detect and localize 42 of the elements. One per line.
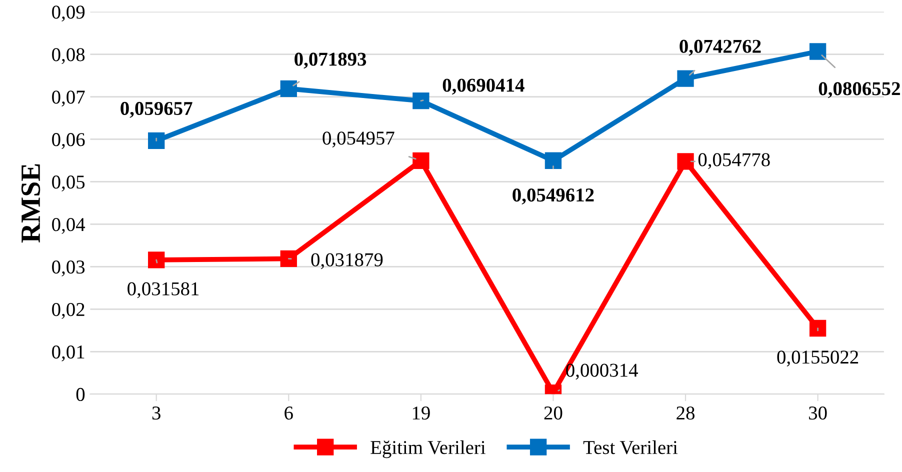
x-tick-label: 3 [152, 406, 160, 420]
y-tick-label: 0,04 [52, 218, 86, 234]
point [677, 153, 694, 170]
y-tick-label: 0,03 [52, 260, 85, 276]
y-tick-label: 0,08 [52, 48, 85, 64]
point [809, 43, 826, 60]
y-tick-label: 0,05 [52, 176, 85, 192]
y-tick-label: 0,07 [52, 90, 85, 106]
x-tick-label: 6 [284, 406, 293, 420]
data-label: 0,0549612 [512, 188, 594, 204]
x-tick-label: 20 [544, 406, 562, 420]
point [677, 70, 694, 87]
point [412, 152, 430, 169]
data-label: 0,0742762 [680, 40, 761, 56]
point [148, 252, 165, 268]
data-label: 0,054778 [698, 153, 770, 170]
point [148, 132, 165, 150]
data-label: 0,0690414 [442, 78, 524, 95]
data-label: 0,054957 [322, 132, 394, 148]
x-tick-label: 19 [412, 406, 430, 420]
data-label: 0,0806552 [818, 82, 900, 98]
legend-label: Eğitim Verileri [370, 440, 486, 458]
data-label: 0,071893 [294, 52, 366, 69]
point [544, 152, 562, 169]
y-axis-title: RMSE [21, 164, 40, 243]
data-label: 0,0155022 [777, 350, 858, 366]
data-label: 0,031879 [311, 253, 383, 270]
legend-label: Test Verileri [583, 440, 678, 454]
data-label: 0,031581 [128, 282, 199, 298]
x-tick-label: 30 [809, 406, 827, 420]
y-tick-label: 0,06 [52, 133, 85, 149]
point [280, 250, 297, 268]
y-tick-label: 0,09 [52, 6, 85, 22]
data-label: 0,000314 [566, 364, 638, 380]
point [280, 80, 297, 98]
data-label: 0,059657 [120, 102, 192, 118]
point [412, 92, 430, 110]
x-tick-label: 28 [676, 406, 694, 420]
point [809, 320, 826, 337]
y-tick-label: 0 [76, 388, 85, 402]
y-tick-label: 0,01 [52, 345, 84, 362]
y-tick-label: 0,02 [52, 302, 84, 319]
